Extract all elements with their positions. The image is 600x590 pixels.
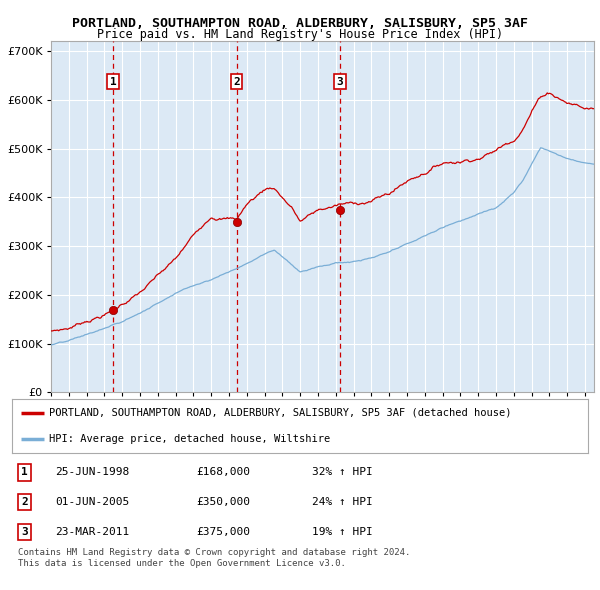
Text: 19% ↑ HPI: 19% ↑ HPI: [311, 527, 372, 537]
Text: 01-JUN-2005: 01-JUN-2005: [55, 497, 130, 507]
Text: PORTLAND, SOUTHAMPTON ROAD, ALDERBURY, SALISBURY, SP5 3AF (detached house): PORTLAND, SOUTHAMPTON ROAD, ALDERBURY, S…: [49, 408, 512, 418]
Text: 32% ↑ HPI: 32% ↑ HPI: [311, 467, 372, 477]
Text: £168,000: £168,000: [196, 467, 250, 477]
Text: 25-JUN-1998: 25-JUN-1998: [55, 467, 130, 477]
Text: Price paid vs. HM Land Registry's House Price Index (HPI): Price paid vs. HM Land Registry's House …: [97, 28, 503, 41]
Text: £375,000: £375,000: [196, 527, 250, 537]
Text: 1: 1: [110, 77, 116, 87]
Text: PORTLAND, SOUTHAMPTON ROAD, ALDERBURY, SALISBURY, SP5 3AF: PORTLAND, SOUTHAMPTON ROAD, ALDERBURY, S…: [72, 17, 528, 30]
Text: HPI: Average price, detached house, Wiltshire: HPI: Average price, detached house, Wilt…: [49, 434, 331, 444]
Text: 2: 2: [21, 497, 28, 507]
Text: 2: 2: [233, 77, 240, 87]
Text: 23-MAR-2011: 23-MAR-2011: [55, 527, 130, 537]
Text: 3: 3: [21, 527, 28, 537]
Text: 1: 1: [21, 467, 28, 477]
Text: 24% ↑ HPI: 24% ↑ HPI: [311, 497, 372, 507]
Text: Contains HM Land Registry data © Crown copyright and database right 2024.: Contains HM Land Registry data © Crown c…: [18, 548, 410, 556]
Text: 3: 3: [337, 77, 343, 87]
Text: £350,000: £350,000: [196, 497, 250, 507]
Text: This data is licensed under the Open Government Licence v3.0.: This data is licensed under the Open Gov…: [18, 559, 346, 568]
